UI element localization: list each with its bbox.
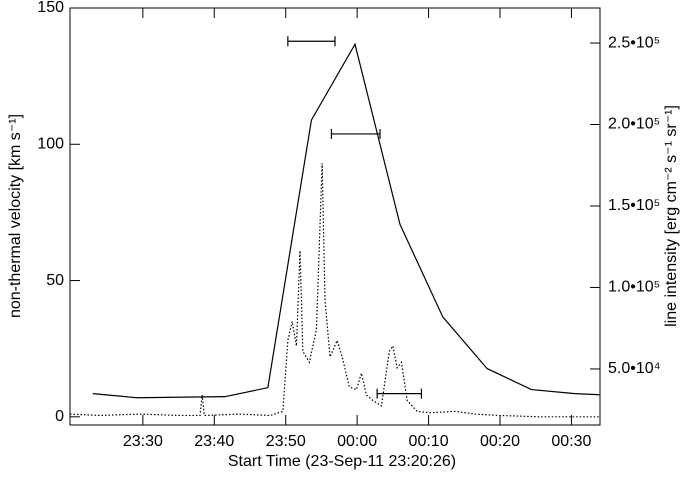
error-bar bbox=[376, 388, 423, 399]
y-axis-label: non-thermal velocity [km s⁻¹] bbox=[7, 114, 24, 318]
series-line bbox=[69, 163, 600, 418]
x-tick-label: 23:50 bbox=[266, 433, 306, 450]
x-tick-label: 00:00 bbox=[337, 433, 377, 450]
y-tick-label: 0 bbox=[55, 408, 64, 425]
y-tick-label: 50 bbox=[46, 272, 64, 289]
x-axis-label: Start Time (23-Sep-11 23:20:26) bbox=[228, 453, 456, 470]
y2-tick-label: 2.5•10⁵ bbox=[608, 34, 660, 51]
y-tick-label: 100 bbox=[37, 135, 64, 152]
series-line bbox=[92, 42, 601, 399]
y-tick-label: 150 bbox=[37, 0, 64, 16]
error-bar bbox=[330, 128, 381, 139]
x-tick-label: 23:40 bbox=[194, 433, 234, 450]
plot-frame bbox=[69, 7, 601, 426]
y2-axis-label: line intensity [erg cm⁻² s⁻¹ sr⁻¹] bbox=[663, 105, 680, 327]
y2-tick-label: 1.0•10⁵ bbox=[608, 279, 660, 296]
x-tick-label: 00:10 bbox=[409, 433, 449, 450]
x-tick-label: 23:30 bbox=[123, 433, 163, 450]
error-bar bbox=[287, 36, 336, 47]
x-tick-label: 00:30 bbox=[551, 433, 591, 450]
y2-tick-label: 2.0•10⁵ bbox=[608, 116, 660, 133]
y2-tick-label: 5.0•10⁴ bbox=[608, 360, 661, 377]
x-tick-label: 00:20 bbox=[480, 433, 520, 450]
y2-tick-label: 1.5•10⁵ bbox=[608, 197, 660, 214]
